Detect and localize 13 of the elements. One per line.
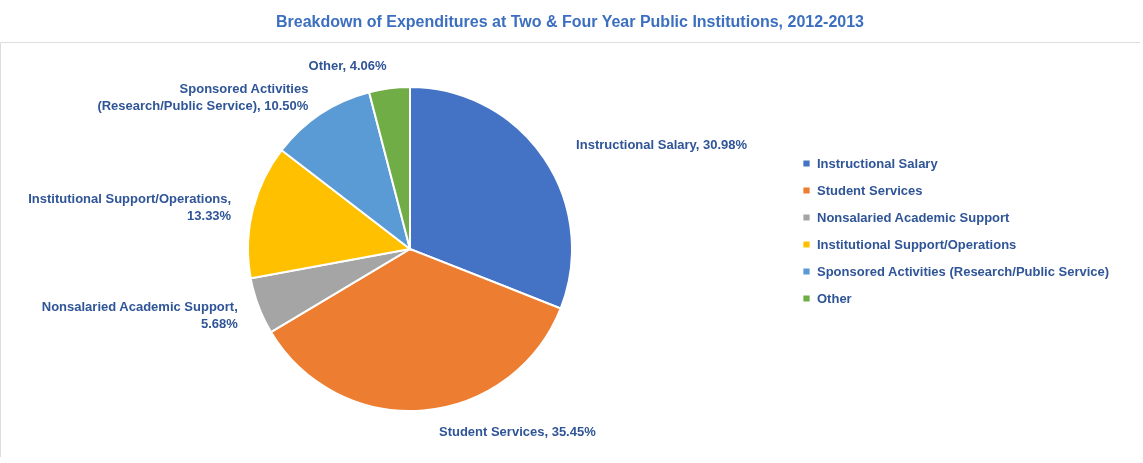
data-label: Sponsored Activities (Research/Public Service), 10.50%	[97, 80, 309, 113]
legend-label: Nonsalaried Academic Support	[817, 209, 1011, 225]
legend-label: Sponsored Activities (Research/Public Service)	[817, 263, 1110, 279]
legend-label: Other	[817, 290, 852, 306]
legend-label: Institutional Support/Operations	[817, 236, 1017, 252]
data-label: Nonsalaried Academic Support, 5.68%	[41, 298, 239, 331]
data-label: Instructional Salary, 30.98%	[576, 137, 748, 153]
data-label: Student Services, 35.45%	[438, 424, 597, 440]
legend-label: Student Services	[817, 182, 923, 198]
data-label: Other, 4.06%	[308, 58, 388, 74]
data-label: Institutional Support/Operations, 13.33%	[28, 190, 232, 223]
chart-title: Breakdown of Expenditures at Two & Four Year Public Institutions, 2012-2013	[276, 13, 865, 30]
legend-label: Instructional Salary	[817, 155, 939, 171]
